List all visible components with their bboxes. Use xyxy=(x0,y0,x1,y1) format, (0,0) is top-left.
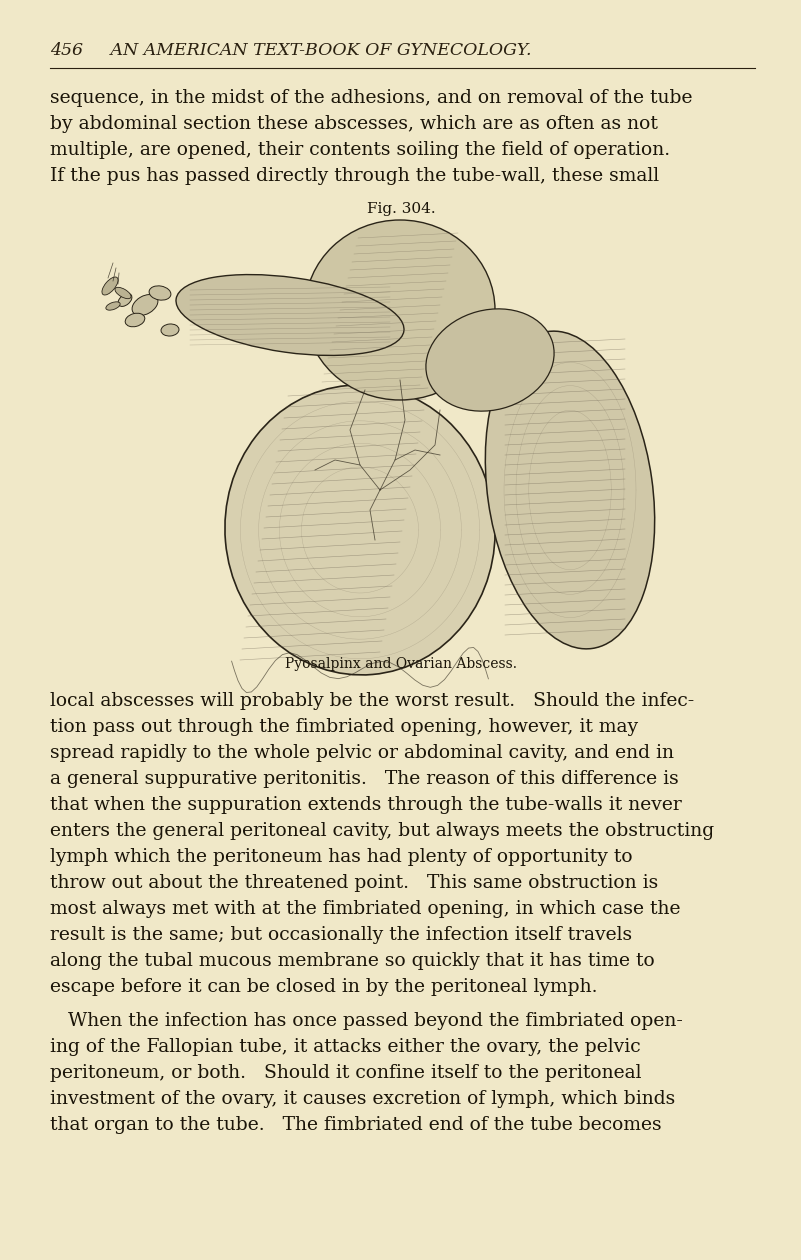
Ellipse shape xyxy=(485,331,654,649)
Text: along the tubal mucous membrane so quickly that it has time to: along the tubal mucous membrane so quick… xyxy=(50,953,654,970)
Ellipse shape xyxy=(115,287,131,299)
Ellipse shape xyxy=(426,309,554,411)
Ellipse shape xyxy=(102,277,118,295)
Ellipse shape xyxy=(106,302,120,310)
Text: If the pus has passed directly through the tube-wall, these small: If the pus has passed directly through t… xyxy=(50,168,659,185)
Ellipse shape xyxy=(176,275,404,355)
Ellipse shape xyxy=(305,220,495,399)
Ellipse shape xyxy=(118,294,132,306)
Text: that organ to the tube.   The fimbriated end of the tube becomes: that organ to the tube. The fimbriated e… xyxy=(50,1116,662,1134)
Text: that when the suppuration extends through the tube-walls it never: that when the suppuration extends throug… xyxy=(50,796,682,814)
Text: Fig. 304.: Fig. 304. xyxy=(367,202,435,215)
Text: enters the general peritoneal cavity, but always meets the obstructing: enters the general peritoneal cavity, bu… xyxy=(50,822,714,840)
Text: Pyosalpinx and Ovarian Abscess.: Pyosalpinx and Ovarian Abscess. xyxy=(285,656,517,672)
Ellipse shape xyxy=(149,286,171,300)
Text: multiple, are opened, their contents soiling the field of operation.: multiple, are opened, their contents soi… xyxy=(50,141,670,159)
Text: result is the same; but occasionally the infection itself travels: result is the same; but occasionally the… xyxy=(50,926,632,944)
Text: local abscesses will probably be the worst result.   Should the infec-: local abscesses will probably be the wor… xyxy=(50,692,694,709)
Text: sequence, in the midst of the adhesions, and on removal of the tube: sequence, in the midst of the adhesions,… xyxy=(50,89,693,107)
Text: by abdominal section these abscesses, which are as often as not: by abdominal section these abscesses, wh… xyxy=(50,115,658,134)
Text: tion pass out through the fimbriated opening, however, it may: tion pass out through the fimbriated ope… xyxy=(50,718,638,736)
Text: spread rapidly to the whole pelvic or abdominal cavity, and end in: spread rapidly to the whole pelvic or ab… xyxy=(50,743,674,762)
Text: lymph which the peritoneum has had plenty of opportunity to: lymph which the peritoneum has had plent… xyxy=(50,848,633,866)
Text: escape before it can be closed in by the peritoneal lymph.: escape before it can be closed in by the… xyxy=(50,978,598,995)
Text: throw out about the threatened point.   This same obstruction is: throw out about the threatened point. Th… xyxy=(50,874,658,892)
Text: most always met with at the fimbriated opening, in which case the: most always met with at the fimbriated o… xyxy=(50,900,681,919)
Text: investment of the ovary, it causes excretion of lymph, which binds: investment of the ovary, it causes excre… xyxy=(50,1090,675,1108)
Text: When the infection has once passed beyond the fimbriated open-: When the infection has once passed beyon… xyxy=(50,1012,683,1029)
Ellipse shape xyxy=(225,386,495,675)
Ellipse shape xyxy=(161,324,179,336)
Text: 456     AN AMERICAN TEXT-BOOK OF GYNECOLOGY.: 456 AN AMERICAN TEXT-BOOK OF GYNECOLOGY. xyxy=(50,42,532,59)
Text: a general suppurative peritonitis.   The reason of this difference is: a general suppurative peritonitis. The r… xyxy=(50,770,678,788)
Text: ing of the Fallopian tube, it attacks either the ovary, the pelvic: ing of the Fallopian tube, it attacks ei… xyxy=(50,1038,641,1056)
Ellipse shape xyxy=(125,314,145,326)
Text: peritoneum, or both.   Should it confine itself to the peritoneal: peritoneum, or both. Should it confine i… xyxy=(50,1063,642,1082)
Ellipse shape xyxy=(132,295,158,315)
